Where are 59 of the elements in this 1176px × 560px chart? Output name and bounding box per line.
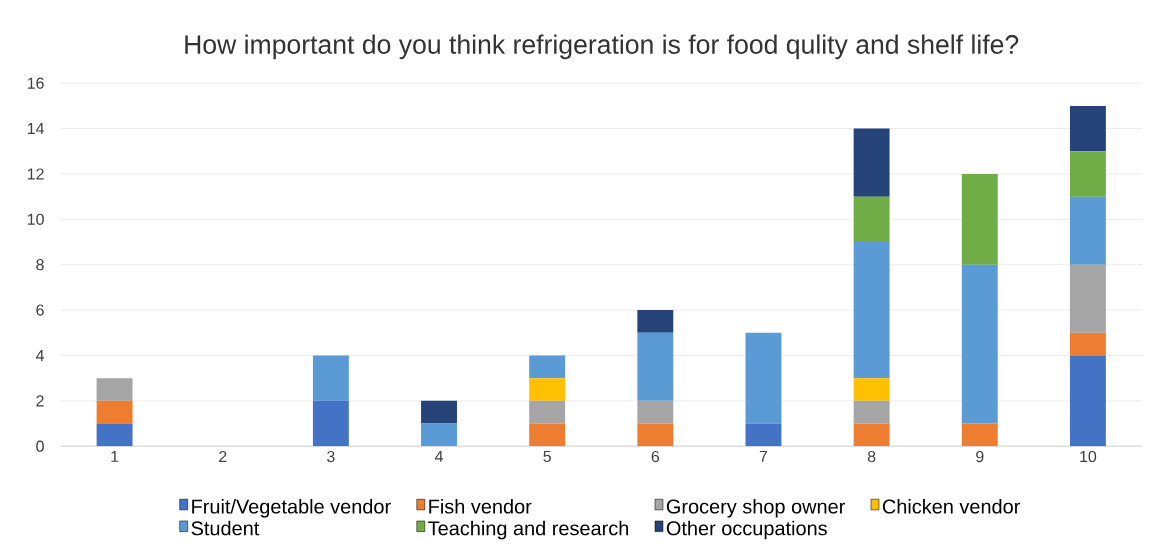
bar bbox=[961, 423, 998, 447]
x-tick-label: 9 bbox=[976, 451, 984, 463]
bar bbox=[312, 355, 349, 401]
y-tick-label: 12 bbox=[27, 168, 44, 180]
bar bbox=[1069, 332, 1106, 356]
y-tick-label: 8 bbox=[36, 259, 44, 271]
x-tick-label: 6 bbox=[651, 451, 660, 463]
bar bbox=[529, 401, 566, 424]
y-tick-label: 6 bbox=[36, 304, 44, 316]
bar bbox=[853, 423, 890, 447]
x-tick-label: 4 bbox=[434, 451, 443, 463]
bar bbox=[853, 401, 890, 424]
y-tick-label: 10 bbox=[27, 213, 44, 226]
bar bbox=[853, 196, 890, 243]
bar bbox=[745, 332, 782, 424]
bar bbox=[853, 378, 890, 401]
bar bbox=[1069, 196, 1106, 265]
bar bbox=[529, 423, 566, 447]
bar bbox=[961, 174, 998, 265]
bar bbox=[1069, 264, 1106, 333]
bar bbox=[961, 264, 998, 424]
y-tick-label: 2 bbox=[36, 395, 44, 407]
bar bbox=[637, 332, 674, 401]
bar bbox=[745, 423, 782, 447]
legend-label: Other occupations bbox=[666, 520, 827, 540]
legend-label: Fish vendor bbox=[429, 499, 532, 514]
bar bbox=[637, 423, 674, 447]
bar bbox=[1069, 106, 1106, 152]
x-tick-label: 7 bbox=[759, 451, 768, 463]
x-tick-label: 10 bbox=[1080, 451, 1097, 463]
chart-title: How important do you think refrigeration is for food qulity and shelf life? bbox=[185, 34, 1019, 60]
legend-label: Grocery shop owner bbox=[666, 499, 845, 518]
legend-label: Fruit/Vegetable vendor bbox=[192, 499, 391, 518]
legend-label: Chicken vendor bbox=[882, 499, 1021, 514]
bar bbox=[312, 401, 349, 447]
y-tick-label: 4 bbox=[35, 350, 44, 362]
bar bbox=[96, 378, 133, 401]
bar bbox=[853, 242, 890, 379]
legend-label: Student bbox=[191, 520, 260, 536]
y-tick-label: 14 bbox=[27, 123, 44, 135]
x-tick-label: 3 bbox=[327, 451, 335, 463]
bar bbox=[853, 128, 890, 197]
bar bbox=[421, 401, 457, 424]
x-tick-label: 8 bbox=[867, 451, 876, 463]
y-tick-label: 16 bbox=[27, 77, 44, 89]
bar bbox=[421, 423, 457, 447]
x-tick-label: 1 bbox=[111, 451, 119, 463]
bar bbox=[637, 401, 674, 424]
x-tick-label: 2 bbox=[219, 451, 227, 463]
bar bbox=[1069, 151, 1106, 197]
bar bbox=[529, 355, 566, 379]
y-tick-label: 0 bbox=[36, 440, 44, 453]
bar bbox=[637, 310, 674, 333]
bar bbox=[1069, 355, 1106, 447]
x-tick-label: 5 bbox=[543, 451, 551, 463]
legend-label: Teaching and research bbox=[428, 520, 629, 540]
bar bbox=[529, 378, 566, 401]
bar bbox=[96, 423, 133, 447]
bar bbox=[96, 401, 133, 424]
